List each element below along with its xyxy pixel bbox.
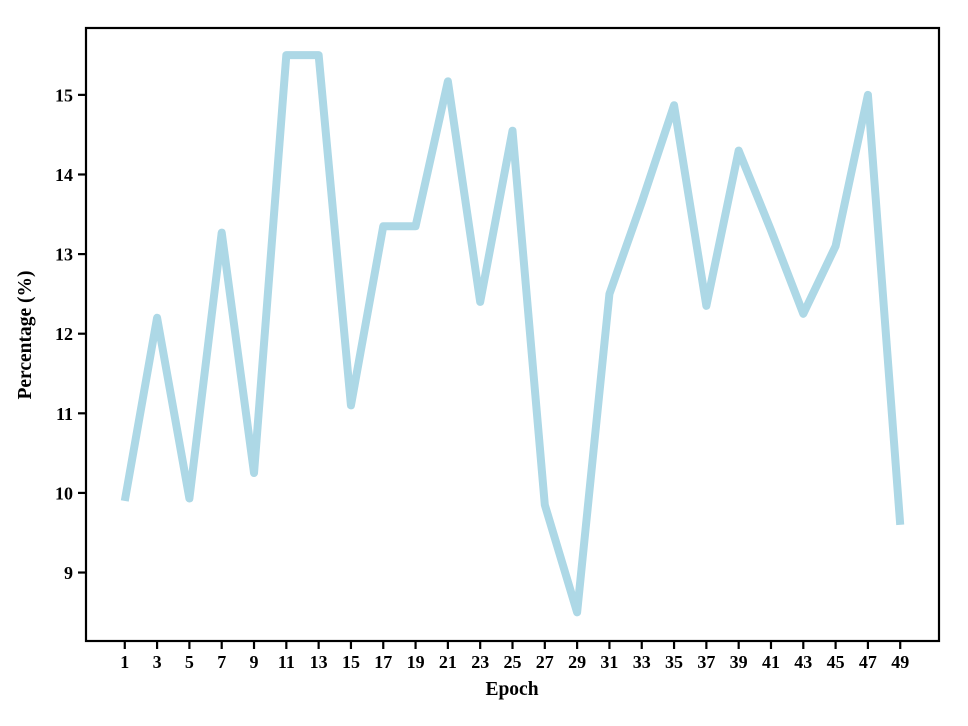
percentage-line bbox=[120, 51, 905, 617]
x-tick-label: 21 bbox=[439, 652, 457, 672]
x-tick-label: 13 bbox=[310, 652, 328, 672]
y-tick-label: 14 bbox=[55, 165, 73, 185]
x-tick-label: 41 bbox=[762, 652, 780, 672]
axis-ticks: 1 3 5 7 9 11 13 15 17 19 21 23 25 27 29 31 33 35 37 39 41 43 4… bbox=[55, 85, 909, 672]
y-tick-label: 9 bbox=[64, 563, 73, 583]
x-tick-label: 33 bbox=[633, 652, 651, 672]
x-tick-label: 43 bbox=[794, 652, 812, 672]
y-tick-label: 12 bbox=[55, 324, 73, 344]
x-tick-label: 11 bbox=[278, 652, 295, 672]
plot-frame bbox=[84, 26, 941, 643]
x-tick-label: 27 bbox=[536, 652, 554, 672]
x-tick-label: 7 bbox=[217, 652, 226, 672]
x-tick-label: 39 bbox=[730, 652, 748, 672]
data-line bbox=[120, 51, 905, 617]
x-tick-label: 23 bbox=[471, 652, 489, 672]
x-tick-label: 45 bbox=[827, 652, 845, 672]
x-tick-label: 1 bbox=[120, 652, 129, 672]
x-axis-label: Epoch bbox=[485, 679, 538, 700]
y-tick-label: 10 bbox=[55, 483, 73, 503]
x-tick-label: 9 bbox=[250, 652, 259, 672]
x-tick-label: 19 bbox=[407, 652, 425, 672]
x-tick-label: 47 bbox=[859, 652, 877, 672]
x-tick-label: 25 bbox=[504, 652, 522, 672]
x-tick-label: 37 bbox=[697, 652, 715, 672]
x-tick-label: 15 bbox=[342, 652, 360, 672]
y-tick-label: 11 bbox=[56, 404, 73, 424]
x-tick-label: 17 bbox=[374, 652, 392, 672]
y-axis-label: Percentage (%) bbox=[15, 270, 36, 399]
x-tick-label: 49 bbox=[891, 652, 909, 672]
x-tick-label: 5 bbox=[185, 652, 194, 672]
x-tick-label: 3 bbox=[153, 652, 162, 672]
y-tick-label: 15 bbox=[55, 85, 73, 105]
y-tick-label: 13 bbox=[55, 245, 73, 265]
x-tick-label: 35 bbox=[665, 652, 683, 672]
x-tick-label: 29 bbox=[568, 652, 586, 672]
x-tick-label: 31 bbox=[600, 652, 618, 672]
